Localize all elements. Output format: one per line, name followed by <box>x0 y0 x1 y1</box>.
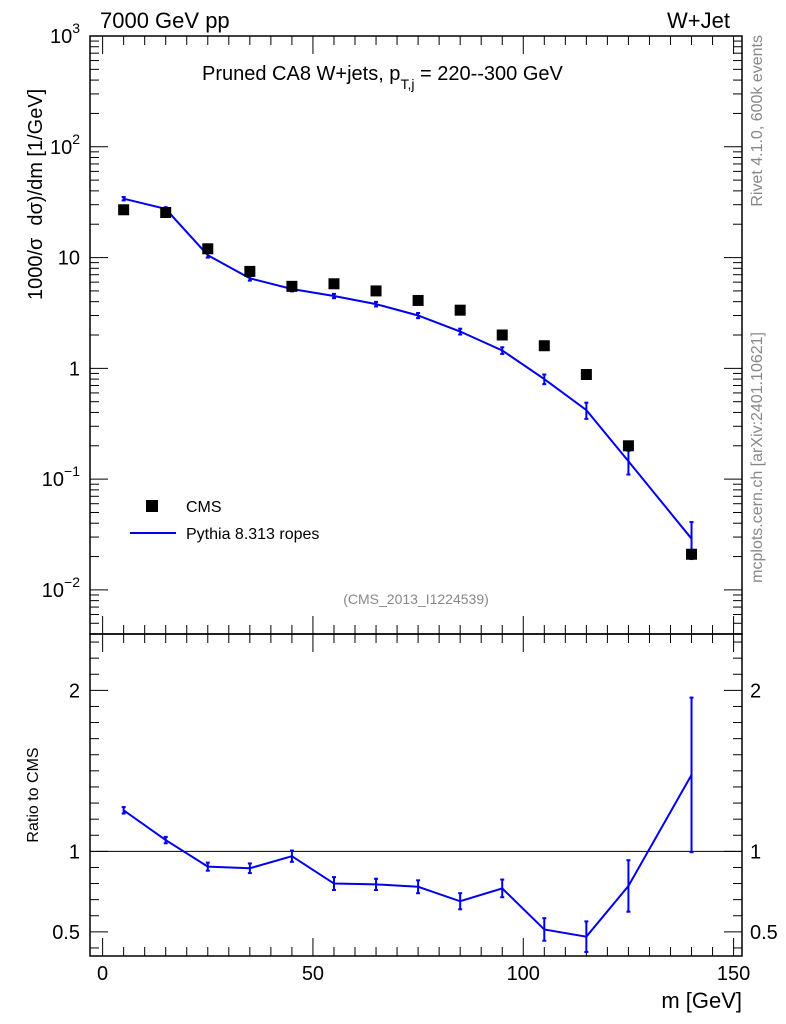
main-y-tick-label: 10−1 <box>42 463 80 491</box>
cms-data-point <box>160 207 172 219</box>
ratio-x-tick-labels: 0 50 100 150 <box>97 963 750 985</box>
ratio-y-tick-label-right: 0.5 <box>750 922 778 944</box>
mc-line <box>123 197 693 540</box>
tick-exponent: −1 <box>64 463 80 479</box>
main-y-tick-label: 10 <box>58 248 80 270</box>
cms-data-point <box>622 440 634 452</box>
cms-data-point <box>538 340 550 352</box>
title-main: Pruned CA8 W+jets, p <box>202 63 400 85</box>
x-tick-label: 50 <box>302 963 324 985</box>
ratio-y-tick-labels: 2 2 1 1 0.5 0.5 <box>52 680 778 944</box>
ratio-axis-ticks <box>90 634 742 956</box>
ratio-y-tick-label-left: 0.5 <box>52 922 80 944</box>
tick-base: 10 <box>50 137 72 159</box>
ratio-line <box>123 774 693 938</box>
cms-data-point <box>496 329 508 341</box>
main-y-tick-label: 10−2 <box>42 574 80 602</box>
analysis-watermark: (CMS_2013_I1224539) <box>343 591 489 607</box>
main-y-tick-label: 102 <box>50 131 80 159</box>
tick-exponent: −2 <box>64 574 80 590</box>
ratio-y-axis-label: Ratio to CMS <box>25 747 42 842</box>
main-cms-series <box>118 204 698 560</box>
tick-base: 10 <box>42 469 64 491</box>
tick-exponent: 3 <box>72 20 80 36</box>
x-tick-label: 100 <box>507 963 540 985</box>
main-panel-frame <box>89 35 743 635</box>
cms-data-point <box>202 243 214 255</box>
ratio-y-tick-label-left: 2 <box>69 680 80 702</box>
ratio-series <box>121 696 694 953</box>
cms-data-point <box>118 204 130 216</box>
tick-base: 10 <box>42 580 64 602</box>
main-title: Pruned CA8 W+jets, pT,j = 220--300 GeV <box>202 63 564 92</box>
title-tail: = 220--300 GeV <box>414 63 563 85</box>
main-y-tick-label: 1 <box>69 358 80 380</box>
tick-base: 10 <box>50 26 72 48</box>
rivet-label: Rivet 4.1.0, 600k events <box>749 35 766 207</box>
cms-data-point <box>370 285 382 297</box>
title-sub: T,j <box>400 76 414 92</box>
legend-label-cms: CMS <box>186 499 222 516</box>
tick-base: 1 <box>69 358 80 380</box>
x-tick-label: 0 <box>97 963 108 985</box>
x-axis-label: m [GeV] <box>661 988 742 1013</box>
cms-data-point <box>286 280 298 292</box>
main-y-axis-label: 1000/σ dσ)/dm [1/GeV] <box>25 89 47 300</box>
tick-base: 10 <box>58 248 80 270</box>
header-left: 7000 GeV pp <box>100 8 230 33</box>
legend-marker-cms <box>146 500 158 512</box>
main-y-tick-label: 103 <box>50 20 80 48</box>
mcplots-label: mcplots.cern.ch [arXiv:2401.10621] <box>749 332 766 583</box>
main-axis-ticks <box>90 35 742 635</box>
legend-label-mc: Pythia 8.313 ropes <box>186 526 319 543</box>
ratio-panel-frame <box>89 633 743 957</box>
cms-data-point <box>412 294 424 306</box>
cms-data-point <box>328 278 340 290</box>
header-right: W+Jet <box>667 8 730 33</box>
cms-data-point <box>686 548 698 560</box>
cms-data-point <box>454 304 466 316</box>
ylabel-part-1: 1000/σ <box>25 237 47 300</box>
cms-data-point <box>580 368 592 380</box>
ylabel-part-2: dσ)/dm [1/GeV] <box>25 89 47 226</box>
ratio-y-tick-label-left: 1 <box>69 841 80 863</box>
ratio-y-tick-label-right: 2 <box>750 680 761 702</box>
x-tick-label: 150 <box>717 963 750 985</box>
tick-exponent: 2 <box>72 131 80 147</box>
cms-data-point <box>244 265 256 277</box>
ratio-y-tick-label-right: 1 <box>750 841 761 863</box>
